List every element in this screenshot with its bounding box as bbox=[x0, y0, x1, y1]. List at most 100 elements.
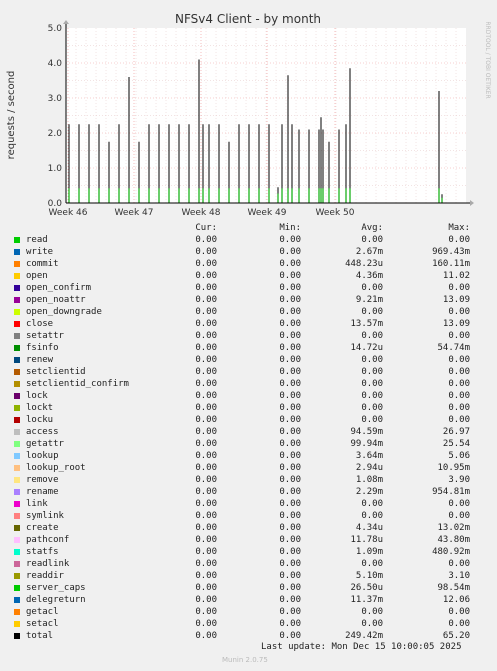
data-spike-fill bbox=[281, 188, 283, 203]
x-tick-label: Week 50 bbox=[316, 208, 355, 218]
legend-row-readlink: readlink 0.00 0.00 0.00 0.00 bbox=[0, 558, 497, 570]
data-spike-fill bbox=[318, 188, 320, 203]
legend-swatch bbox=[14, 633, 20, 639]
legend-max: 12.06 bbox=[442, 595, 470, 605]
legend-min: 0.00 bbox=[279, 427, 301, 437]
y-tick-label: 4.0 bbox=[48, 59, 63, 69]
legend-swatch bbox=[14, 489, 20, 495]
legend-min: 0.00 bbox=[279, 439, 301, 449]
legend-name: open bbox=[26, 271, 48, 281]
legend-avg: 13.57m bbox=[350, 319, 383, 329]
x-axis-arrow bbox=[470, 200, 474, 206]
legend-swatch bbox=[14, 333, 20, 339]
legend-avg: 0.00 bbox=[361, 559, 383, 569]
legend-cur: 0.00 bbox=[195, 535, 217, 545]
legend-avg: 2.94u bbox=[355, 463, 383, 473]
legend-min: 0.00 bbox=[279, 559, 301, 569]
legend-min: 0.00 bbox=[279, 463, 301, 473]
legend-name: setclientid bbox=[26, 367, 86, 377]
legend-avg: 0.00 bbox=[361, 367, 383, 377]
legend-min: 0.00 bbox=[279, 535, 301, 545]
legend-cur: 0.00 bbox=[195, 475, 217, 485]
legend-name: write bbox=[26, 247, 54, 257]
legend-max: 13.09 bbox=[442, 295, 470, 305]
legend-row-delegreturn: delegreturn 0.00 0.00 11.37m 12.06 bbox=[0, 594, 497, 606]
data-spike-fill bbox=[128, 188, 130, 203]
header-max: Max: bbox=[448, 223, 470, 233]
data-spike-fill bbox=[208, 188, 210, 203]
data-spike-fill bbox=[228, 188, 230, 203]
legend-swatch bbox=[14, 537, 20, 543]
x-tick-label: Week 48 bbox=[182, 208, 221, 218]
legend-row-pathconf: pathconf 0.00 0.00 11.78u 43.80m bbox=[0, 534, 497, 546]
legend-min: 0.00 bbox=[279, 259, 301, 269]
data-spike-fill bbox=[320, 188, 322, 203]
legend-avg: 0.00 bbox=[361, 607, 383, 617]
legend-name: delegreturn bbox=[26, 595, 86, 605]
legend-name: readdir bbox=[26, 571, 64, 581]
legend-cur: 0.00 bbox=[195, 307, 217, 317]
legend-avg: 11.78u bbox=[350, 535, 383, 545]
legend-cur: 0.00 bbox=[195, 619, 217, 629]
legend-row-read: read 0.00 0.00 0.00 0.00 bbox=[0, 234, 497, 246]
legend-cur: 0.00 bbox=[195, 235, 217, 245]
legend-name: server_caps bbox=[26, 583, 86, 593]
legend-header: Cur: Min: Avg: Max: bbox=[0, 223, 497, 235]
legend-max: 54.74m bbox=[437, 343, 470, 353]
legend-name: lock bbox=[26, 391, 48, 401]
legend-cur: 0.00 bbox=[195, 379, 217, 389]
legend-name: commit bbox=[26, 259, 59, 269]
legend-avg: 14.72u bbox=[350, 343, 383, 353]
legend-max: 0.00 bbox=[448, 283, 470, 293]
legend-row-rename: rename 0.00 0.00 2.29m 954.81m bbox=[0, 486, 497, 498]
legend-swatch bbox=[14, 417, 20, 423]
legend-cur: 0.00 bbox=[195, 607, 217, 617]
legend-avg: 11.37m bbox=[350, 595, 383, 605]
legend-name: link bbox=[26, 499, 48, 509]
legend-swatch bbox=[14, 525, 20, 531]
y-tick-label: 0.0 bbox=[48, 199, 63, 209]
series bbox=[68, 59, 443, 203]
data-spike-fill bbox=[258, 188, 260, 203]
y-axis-label: requests / second bbox=[6, 71, 17, 160]
legend-avg: 0.00 bbox=[361, 355, 383, 365]
legend-swatch bbox=[14, 237, 20, 243]
legend-name: read bbox=[26, 235, 48, 245]
legend-row-setacl: setacl 0.00 0.00 0.00 0.00 bbox=[0, 618, 497, 630]
legend-min: 0.00 bbox=[279, 307, 301, 317]
legend-max: 0.00 bbox=[448, 607, 470, 617]
legend-name: getacl bbox=[26, 607, 59, 617]
legend-name: getattr bbox=[26, 439, 64, 449]
legend-swatch bbox=[14, 297, 20, 303]
legend-avg: 1.09m bbox=[355, 547, 383, 557]
legend-swatch bbox=[14, 357, 20, 363]
data-spike-fill bbox=[308, 188, 310, 203]
legend-cur: 0.00 bbox=[195, 271, 217, 281]
legend-avg: 0.00 bbox=[361, 403, 383, 413]
legend-name: rename bbox=[26, 487, 59, 497]
legend-cur: 0.00 bbox=[195, 259, 217, 269]
legend-min: 0.00 bbox=[279, 583, 301, 593]
legend-swatch bbox=[14, 369, 20, 375]
legend-cur: 0.00 bbox=[195, 547, 217, 557]
legend-row-commit: commit 0.00 0.00 448.23u 160.11m bbox=[0, 258, 497, 270]
legend-avg: 0.00 bbox=[361, 283, 383, 293]
legend-avg: 0.00 bbox=[361, 391, 383, 401]
legend-row-symlink: symlink 0.00 0.00 0.00 0.00 bbox=[0, 510, 497, 522]
legend-max: 160.11m bbox=[432, 259, 470, 269]
legend-row-server-caps: server_caps 0.00 0.00 26.50u 98.54m bbox=[0, 582, 497, 594]
legend-max: 65.20 bbox=[442, 631, 470, 641]
legend-avg: 0.00 bbox=[361, 235, 383, 245]
legend-row-open-confirm: open_confirm 0.00 0.00 0.00 0.00 bbox=[0, 282, 497, 294]
legend-avg: 3.64m bbox=[355, 451, 383, 461]
legend-max: 25.54 bbox=[442, 439, 470, 449]
legend-min: 0.00 bbox=[279, 451, 301, 461]
legend-swatch bbox=[14, 321, 20, 327]
legend-row-open-downgrade: open_downgrade 0.00 0.00 0.00 0.00 bbox=[0, 306, 497, 318]
legend-min: 0.00 bbox=[279, 379, 301, 389]
legend-name: setclientid_confirm bbox=[26, 379, 129, 389]
legend-swatch bbox=[14, 621, 20, 627]
legend-row-lookup: lookup 0.00 0.00 3.64m 5.06 bbox=[0, 450, 497, 462]
legend-max: 5.06 bbox=[448, 451, 470, 461]
legend-min: 0.00 bbox=[279, 415, 301, 425]
